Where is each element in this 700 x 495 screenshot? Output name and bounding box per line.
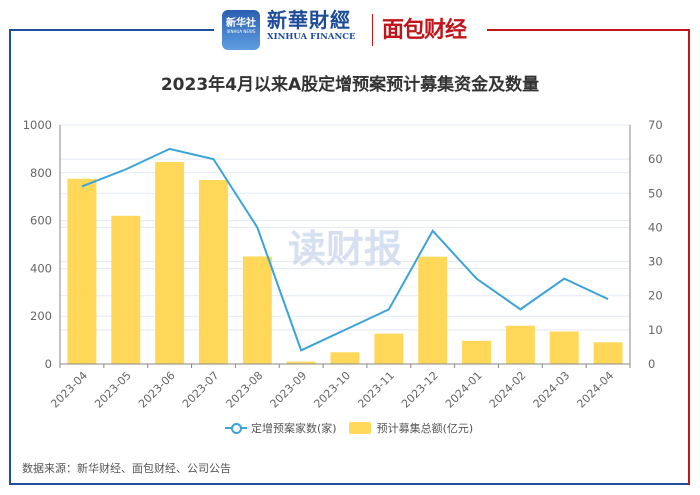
legend-bar-label: 预计募集总额(亿元)	[376, 422, 474, 435]
bar	[505, 325, 535, 364]
frame-bottom-border	[9, 483, 689, 485]
watermark-text: 读财报	[288, 227, 402, 271]
logo-bar: 新华社 XINHUA NEWS 新華財經 XINHUA FINANCE 面包财经	[222, 6, 482, 50]
xinhua-finance-cn: 新華財經	[267, 8, 351, 32]
x-axis-tick-label: 2024-04	[575, 369, 617, 411]
chart-legend: 定增预案家数(家) 预计募集总额(亿元)	[225, 420, 485, 436]
xinhua-icon-subtext: XINHUA NEWS	[226, 29, 256, 34]
frame-top-right-border	[487, 29, 690, 31]
data-source-note: 数据来源：新华财经、面包财经、公司公告	[22, 462, 231, 475]
bar	[593, 342, 623, 364]
bar	[198, 179, 228, 364]
x-axis-tick-label: 2024-01	[443, 369, 485, 411]
xinhua-finance-logo: 新華財經 XINHUA FINANCE	[267, 8, 355, 42]
bar	[155, 162, 185, 364]
x-axis-tick-label: 2023-09	[268, 369, 310, 411]
bar-swatch-icon	[348, 422, 371, 434]
right-axis-tick-label: 10	[648, 323, 663, 337]
bar	[418, 256, 448, 364]
left-axis-tick-label: 0	[45, 357, 52, 371]
bar	[330, 352, 360, 364]
xinhua-finance-en: XINHUA FINANCE	[267, 32, 356, 42]
legend-line-label: 定增预案家数(家)	[251, 422, 337, 435]
x-axis-tick-label: 2023-12	[399, 369, 441, 411]
left-axis-tick-label: 200	[30, 309, 52, 323]
x-axis-tick-label: 2023-06	[136, 369, 178, 411]
x-axis-tick-label: 2023-05	[92, 369, 134, 411]
right-axis-tick-label: 50	[648, 186, 663, 200]
legend-item-bar[interactable]: 预计募集总额(亿元)	[348, 420, 474, 436]
bar	[242, 256, 272, 364]
bar	[549, 331, 579, 364]
bar	[67, 178, 97, 364]
frame-left-border	[9, 29, 11, 484]
frame-right-border	[688, 29, 690, 485]
line-series	[81, 147, 609, 352]
x-axis-tick-label: 2024-02	[487, 369, 529, 411]
legend-item-line[interactable]: 定增预案家数(家)	[225, 420, 337, 436]
x-axis-tick-label: 2023-07	[180, 369, 222, 411]
x-axis-tick-label: 2023-04	[48, 369, 90, 411]
right-axis-tick-label: 70	[648, 118, 663, 132]
logo-separator	[372, 14, 373, 46]
mianbao-finance-logo: 面包财经	[382, 18, 467, 43]
left-axis-tick-label: 600	[30, 214, 52, 228]
x-axis-tick-label: 2023-11	[355, 369, 397, 411]
bar	[374, 333, 404, 364]
chart-title: 2023年4月以来A股定增预案预计募集资金及数量	[160, 75, 540, 95]
bar	[111, 215, 141, 364]
left-axis-tick-label: 1000	[23, 118, 52, 132]
right-axis-tick-label: 60	[648, 152, 663, 166]
xinhua-news-logo-icon: 新华社 XINHUA NEWS	[222, 10, 260, 50]
x-axis-tick-label: 2023-10	[311, 369, 353, 411]
bar	[286, 361, 316, 364]
right-axis-tick-label: 0	[648, 357, 655, 371]
line-circle-icon	[225, 422, 247, 434]
bar	[462, 340, 492, 364]
right-axis-tick-label: 30	[648, 255, 663, 269]
left-axis-tick-label: 800	[30, 166, 52, 180]
x-axis-tick-label: 2023-08	[224, 369, 266, 411]
x-axis-tick-label: 2024-03	[531, 369, 573, 411]
left-axis-tick-label: 400	[30, 261, 52, 275]
frame-top-left-border	[9, 29, 214, 31]
right-axis-tick-label: 20	[648, 289, 663, 303]
xinhua-icon-text: 新华社	[226, 18, 256, 29]
right-axis-tick-label: 40	[648, 220, 663, 234]
